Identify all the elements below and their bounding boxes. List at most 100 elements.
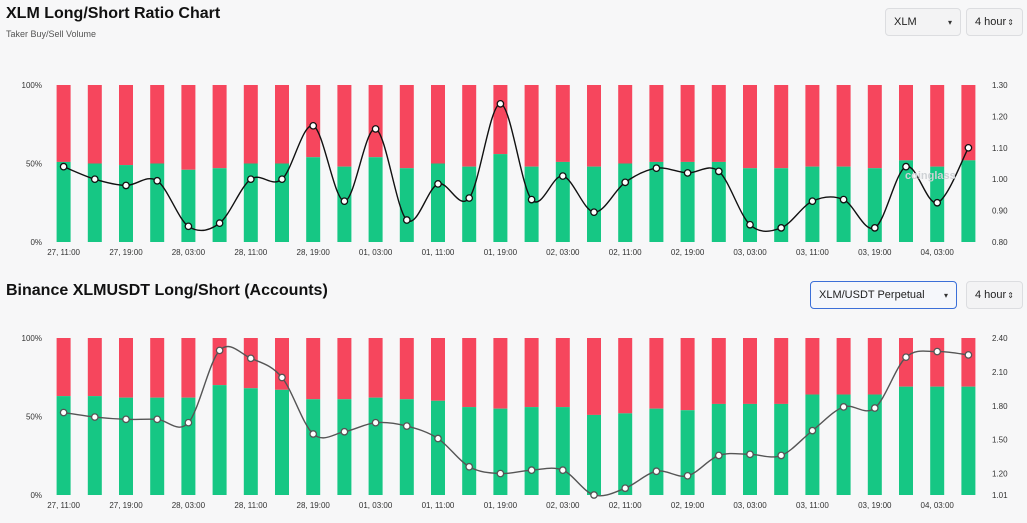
ratio-point: [59, 408, 68, 417]
ratio-point: [621, 178, 630, 187]
bar-short: [368, 85, 383, 158]
bar-short: [119, 85, 133, 166]
ratio-point: [933, 198, 942, 207]
x-tick-label: 27, 11:00: [47, 501, 80, 510]
bar-short: [150, 85, 165, 164]
bar-short: [56, 338, 71, 397]
bar-long: [56, 161, 71, 242]
ratio-point: [496, 99, 505, 108]
bar-short: [899, 85, 913, 161]
ratio-point: [246, 175, 255, 184]
bar-long: [212, 385, 227, 495]
ratio-point: [870, 224, 879, 232]
ratio-point: [122, 181, 130, 190]
bar-short: [805, 338, 820, 395]
bar-long: [555, 161, 570, 242]
bar-short: [961, 85, 976, 161]
ratio-point: [964, 143, 973, 152]
x-tick-label: 27, 19:00: [109, 248, 143, 257]
y-right-tick-label: 2.40: [992, 334, 1008, 343]
ratio-point: [153, 176, 162, 185]
stepper-icon: ⇕: [1007, 290, 1014, 300]
x-tick-label: 02, 03:00: [546, 248, 580, 257]
bar-long: [181, 169, 196, 242]
bar-long: [87, 396, 102, 495]
bar-long: [743, 403, 757, 495]
symbol-select[interactable]: XLM ▾: [885, 8, 961, 36]
bar-long: [774, 168, 789, 242]
long-short-ratio-chart: 0% 50% 100% 0.80 0.90 1.00 1.10 1.20 1.30 27, 11:…: [22, 81, 1009, 257]
x-tick-label: 28, 19:00: [297, 248, 331, 257]
ratio-point: [184, 418, 193, 427]
market-select[interactable]: XLM/USDT Perpetual ▾: [810, 281, 957, 309]
ratio-point: [371, 418, 380, 427]
bar-long: [587, 166, 601, 242]
bar-long: [899, 160, 913, 242]
ratio-point: [558, 466, 567, 475]
bar-short: [337, 338, 352, 400]
x-tick-label: 03, 19:00: [858, 501, 892, 510]
bar-short: [649, 85, 664, 162]
ratio-point: [402, 422, 411, 430]
bar-long: [836, 394, 851, 495]
bar-short: [399, 85, 414, 169]
x-tick-label: 03, 11:00: [796, 248, 829, 257]
bar-short: [87, 85, 102, 164]
bar-short: [524, 338, 539, 408]
bar-long: [587, 414, 601, 495]
bar-short: [306, 338, 321, 400]
interval-select[interactable]: 4 hour ⇕: [966, 8, 1023, 36]
interval-select-2-value: 4 hour: [975, 289, 1007, 301]
bar-long: [649, 161, 664, 242]
bar-long: [649, 408, 664, 495]
y-right-tick-label: 0.90: [992, 207, 1008, 216]
ratio-point: [777, 451, 786, 460]
bar-long: [337, 399, 352, 495]
bar-long: [87, 163, 102, 242]
ratio-point: [902, 353, 910, 362]
bar-long: [836, 166, 851, 242]
bar-long: [711, 161, 726, 242]
x-tick-label: 01, 19:00: [484, 248, 518, 257]
bar-short: [462, 338, 477, 408]
ratio-point: [964, 351, 973, 359]
y-left-tick-label: 50%: [26, 413, 42, 422]
ratio-point: [746, 220, 754, 229]
bar-short: [243, 338, 258, 389]
x-tick-label: 02, 11:00: [609, 248, 642, 257]
section-title: Binance XLMUSDT Long/Short (Accounts): [6, 282, 328, 299]
ratio-point: [839, 195, 848, 204]
y-left-tick-label: 0%: [30, 491, 42, 500]
y-left-tick-label: 50%: [26, 160, 42, 169]
x-tick-label: 01, 11:00: [422, 501, 455, 510]
ratio-point: [465, 194, 474, 202]
x-tick-label: 04, 03:00: [921, 501, 955, 510]
bar-long: [961, 386, 976, 495]
ratio-point: [59, 162, 68, 171]
bar-short: [337, 85, 352, 167]
bar-short: [961, 338, 976, 387]
ratio-point: [808, 197, 817, 206]
x-tick-label: 02, 03:00: [546, 501, 580, 510]
ratio-point: [278, 373, 286, 382]
page-title: XLM Long/Short Ratio Chart: [6, 5, 221, 22]
bar-long: [867, 394, 882, 495]
bar-long: [774, 403, 789, 495]
bar-short: [930, 338, 945, 387]
x-tick-label: 03, 11:00: [796, 501, 829, 510]
chevron-down-icon: ▾: [943, 290, 948, 300]
y-right-tick-label: 2.10: [992, 368, 1008, 377]
interval-select-2[interactable]: 4 hour ⇕: [966, 281, 1023, 309]
bar-long: [119, 397, 133, 495]
ratio-point: [153, 415, 162, 424]
bar-short: [555, 85, 570, 162]
ratio-line: [63, 345, 969, 497]
y-right-tick-label: 1.01: [992, 491, 1008, 500]
y-left-tick-label: 0%: [30, 238, 42, 247]
bar-long: [431, 400, 445, 495]
x-tick-label: 02, 19:00: [671, 501, 705, 510]
ratio-point: [402, 216, 411, 224]
ratio-point: [933, 347, 942, 356]
bar-long: [899, 386, 913, 495]
bar-short: [867, 338, 882, 395]
